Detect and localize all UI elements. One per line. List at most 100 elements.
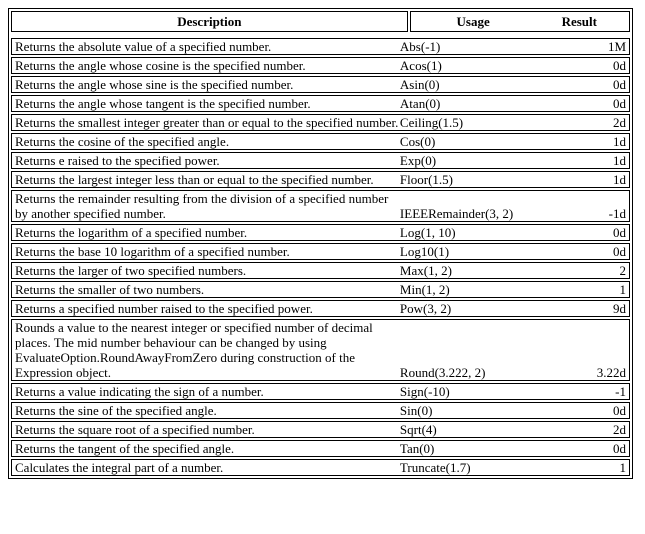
result-value: 0d <box>613 77 626 92</box>
result-value: 3.22d <box>596 365 626 380</box>
result-value: 1M <box>607 39 626 54</box>
result-value: 1 <box>619 460 627 475</box>
description-cell: Returns the base 10 logarithm of a speci… <box>15 244 290 259</box>
usage-result-cell: Round(3.222, 2) 3.22d <box>400 365 626 380</box>
row-cell: Returns the largest integer less than or… <box>11 171 630 188</box>
result-value: 2d <box>613 422 626 437</box>
result-value: 0d <box>613 225 626 240</box>
usage-value: Tan(0) <box>399 441 435 456</box>
row-cell: Returns the smaller of two numbers. Min(… <box>11 281 630 298</box>
description-cell: Returns the tangent of the specified ang… <box>15 441 235 456</box>
table-row: Returns the logarithm of a specified num… <box>11 224 630 241</box>
description-cell: Returns the sine of the specified angle. <box>15 403 217 418</box>
usage-value: Asin(0) <box>399 77 440 92</box>
usage-column-header: Usage <box>456 14 490 29</box>
header-row: Description Usage Result <box>11 11 630 32</box>
result-value: -1d <box>608 206 626 221</box>
row-cell: Returns the base 10 logarithm of a speci… <box>11 243 630 260</box>
description-cell: Calculates the integral part of a number… <box>15 460 224 475</box>
usage-value: Max(1, 2) <box>399 263 452 278</box>
usage-result-cell: Acos(1) 0d <box>400 58 626 73</box>
row-cell: Returns the sine of the specified angle.… <box>11 402 630 419</box>
table-row: Returns the angle whose tangent is the s… <box>11 95 630 112</box>
row-cell: Returns e raised to the specified power.… <box>11 152 630 169</box>
result-value: 1d <box>613 153 626 168</box>
table-row: Returns the cosine of the specified angl… <box>11 133 630 150</box>
usage-value: Truncate(1.7) <box>399 460 471 475</box>
table-row: Returns the smaller of two numbers. Min(… <box>11 281 630 298</box>
usage-value: Ceiling(1.5) <box>399 115 464 130</box>
usage-value: Min(1, 2) <box>399 282 450 297</box>
table-row: Returns the square root of a specified n… <box>11 421 630 438</box>
usage-result-cell: Max(1, 2) 2 <box>400 263 626 278</box>
result-value: -1 <box>615 384 626 399</box>
result-value: 9d <box>613 301 626 316</box>
row-cell: Returns the angle whose sine is the spec… <box>11 76 630 93</box>
table-row: Returns the angle whose cosine is the sp… <box>11 57 630 74</box>
row-cell: Returns the absolute value of a specifie… <box>11 38 630 55</box>
usage-value: Abs(-1) <box>399 39 441 54</box>
usage-value: Round(3.222, 2) <box>399 365 486 380</box>
description-cell: Returns the angle whose tangent is the s… <box>15 96 311 111</box>
usage-result-cell: Abs(-1) 1M <box>400 39 626 54</box>
usage-result-cell: Atan(0) 0d <box>400 96 626 111</box>
usage-result-cell: Sin(0) 0d <box>400 403 626 418</box>
result-column-header: Result <box>561 14 597 29</box>
table-row: Returns the remainder resulting from the… <box>11 190 630 222</box>
result-value: 2d <box>613 115 626 130</box>
description-cell: Returns the logarithm of a specified num… <box>15 225 248 240</box>
result-value: 2 <box>619 263 627 278</box>
usage-result-cell: Asin(0) 0d <box>400 77 626 92</box>
row-cell: Returns the tangent of the specified ang… <box>11 440 630 457</box>
table-body: Returns the absolute value of a specifie… <box>11 34 630 476</box>
usage-value: Pow(3, 2) <box>399 301 452 316</box>
usage-value: Sign(-10) <box>399 384 450 399</box>
usage-value: Sqrt(4) <box>399 422 437 437</box>
table-row: Calculates the integral part of a number… <box>11 459 630 476</box>
description-cell: Returns the larger of two specified numb… <box>15 263 247 278</box>
table-row: Returns the sine of the specified angle.… <box>11 402 630 419</box>
description-cell: Returns the smallest integer greater tha… <box>15 115 399 130</box>
description-cell: Returns the cosine of the specified angl… <box>15 134 230 149</box>
row-cell: Calculates the integral part of a number… <box>11 459 630 476</box>
table-row: Returns a value indicating the sign of a… <box>11 383 630 400</box>
result-value: 0d <box>613 96 626 111</box>
row-cell: Returns the smallest integer greater tha… <box>11 114 630 131</box>
usage-result-cell: Log10(1) 0d <box>400 244 626 259</box>
result-value: 1d <box>613 134 626 149</box>
usage-result-cell: Truncate(1.7) 1 <box>400 460 626 475</box>
usage-value: Floor(1.5) <box>399 172 454 187</box>
table-row: Rounds a value to the nearest integer or… <box>11 319 630 381</box>
result-value: 0d <box>613 441 626 456</box>
table-row: Returns the smallest integer greater tha… <box>11 114 630 131</box>
result-value: 0d <box>613 58 626 73</box>
description-cell: Returns the remainder resulting from the… <box>15 191 389 221</box>
usage-result-cell: Pow(3, 2) 9d <box>400 301 626 316</box>
functions-table: Description Usage Result Returns the abs… <box>8 8 633 479</box>
row-cell: Returns the angle whose tangent is the s… <box>11 95 630 112</box>
usage-result-cell: Sign(-10) -1 <box>400 384 626 399</box>
result-value: 0d <box>613 403 626 418</box>
description-cell: Rounds a value to the nearest integer or… <box>15 320 373 380</box>
usage-result-cell: Log(1, 10) 0d <box>400 225 626 240</box>
usage-value: Exp(0) <box>399 153 437 168</box>
usage-value: Acos(1) <box>399 58 442 73</box>
description-cell: Returns e raised to the specified power. <box>15 153 220 168</box>
row-cell: Returns the logarithm of a specified num… <box>11 224 630 241</box>
table-row: Returns the absolute value of a specifie… <box>11 38 630 55</box>
row-cell: Returns a value indicating the sign of a… <box>11 383 630 400</box>
usage-result-cell: Ceiling(1.5) 2d <box>400 115 626 130</box>
description-cell: Returns the angle whose sine is the spec… <box>15 77 294 92</box>
usage-result-cell: Sqrt(4) 2d <box>400 422 626 437</box>
usage-result-cell: Exp(0) 1d <box>400 153 626 168</box>
table-row: Returns e raised to the specified power.… <box>11 152 630 169</box>
description-cell: Returns a specified number raised to the… <box>15 301 313 316</box>
description-cell: Returns the square root of a specified n… <box>15 422 255 437</box>
description-cell: Returns the largest integer less than or… <box>15 172 374 187</box>
usage-value: Log(1, 10) <box>399 225 456 240</box>
row-cell: Returns the larger of two specified numb… <box>11 262 630 279</box>
usage-result-cell: Floor(1.5) 1d <box>400 172 626 187</box>
description-cell: Returns a value indicating the sign of a… <box>15 384 264 399</box>
usage-result-column-header: Usage Result <box>409 11 630 32</box>
table-row: Returns the larger of two specified numb… <box>11 262 630 279</box>
